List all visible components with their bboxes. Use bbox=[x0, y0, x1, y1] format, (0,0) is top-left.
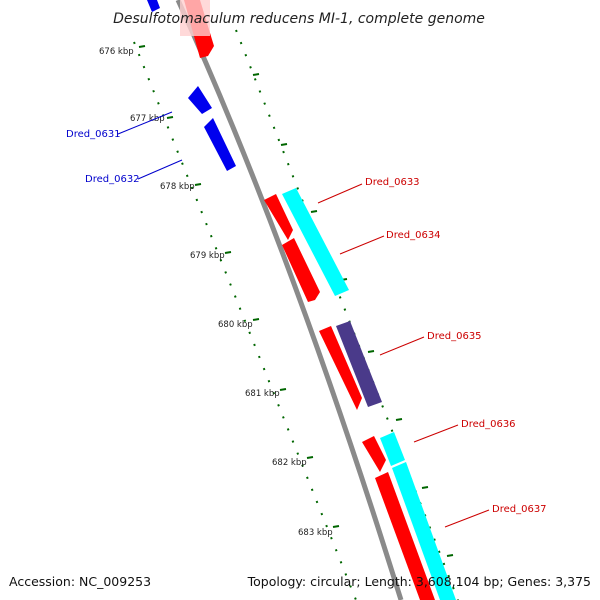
scale-ticks bbox=[138, 45, 340, 528]
forward-cds-a bbox=[264, 194, 293, 240]
inner-dotted-tick-track bbox=[133, 41, 357, 600]
scale-tick bbox=[332, 525, 340, 528]
leader-dred-0634 bbox=[339, 235, 385, 255]
scale-tick bbox=[252, 318, 260, 321]
gene-label-dred-0637[interactable]: Dred_0637 bbox=[492, 504, 547, 515]
scale-tick bbox=[138, 45, 146, 48]
leader-dred-0636 bbox=[413, 424, 459, 443]
gene-label-dred-0631[interactable]: Dred_0631 bbox=[66, 129, 121, 140]
scale-label-683: 683 kbp bbox=[298, 528, 333, 538]
reverse-cds-top bbox=[147, 0, 160, 12]
scale-tick bbox=[279, 388, 287, 391]
outer-tick bbox=[310, 210, 318, 213]
gene-label-dred-0633[interactable]: Dred_0633 bbox=[365, 177, 420, 188]
forward-cds-e bbox=[375, 472, 435, 600]
scale-tick bbox=[166, 116, 174, 119]
outer-scale-ticks bbox=[252, 73, 454, 557]
scale-tick bbox=[224, 251, 232, 254]
outer-tick bbox=[421, 486, 429, 489]
scale-label-682: 682 kbp bbox=[272, 458, 307, 468]
gene-label-dred-0635[interactable]: Dred_0635 bbox=[427, 331, 482, 342]
leader-dred-0635 bbox=[379, 336, 425, 356]
reverse-cds-dred-0631 bbox=[188, 86, 212, 114]
scale-tick bbox=[306, 456, 314, 459]
gene-labels: Dred_0631 Dred_0632 Dred_0633 Dred_0634 … bbox=[66, 129, 547, 515]
reverse-strand-features bbox=[147, 0, 236, 171]
gene-leader-lines bbox=[117, 111, 490, 528]
other-features bbox=[180, 0, 456, 600]
leader-dred-0632 bbox=[137, 159, 183, 180]
reverse-cds-dred-0632 bbox=[204, 118, 236, 171]
scale-label-677: 677 kbp bbox=[130, 114, 165, 124]
inner-tick-line bbox=[133, 41, 357, 600]
leader-dred-0637 bbox=[444, 509, 490, 528]
scale-label-681: 681 kbp bbox=[245, 389, 280, 399]
purple-feature-dred-0635 bbox=[336, 321, 382, 407]
scale-label-680: 680 kbp bbox=[218, 320, 253, 330]
genome-summary-text: Topology: circular; Length: 3,608,104 bp… bbox=[247, 574, 591, 589]
genome-backbone bbox=[175, 0, 404, 600]
forward-strand-features bbox=[184, 0, 435, 600]
gene-label-dred-0634[interactable]: Dred_0634 bbox=[386, 230, 441, 241]
scale-label-678: 678 kbp bbox=[160, 182, 195, 192]
forward-cds-d bbox=[362, 436, 386, 472]
outer-tick bbox=[395, 418, 403, 421]
gene-label-dred-0632[interactable]: Dred_0632 bbox=[85, 174, 140, 185]
leader-dred-0631 bbox=[117, 111, 173, 135]
accession-text: Accession: NC_009253 bbox=[9, 574, 151, 589]
scale-tick bbox=[194, 183, 202, 186]
cyan-feature-dred-0636 bbox=[380, 432, 405, 466]
pink-highlight-region bbox=[180, 0, 210, 36]
scale-label-676: 676 kbp bbox=[99, 47, 134, 57]
forward-cds-b bbox=[282, 238, 320, 302]
map-title: Desulfotomaculum reducens MI-1, complete… bbox=[113, 11, 485, 27]
gene-label-dred-0636[interactable]: Dred_0636 bbox=[461, 419, 516, 430]
outer-tick bbox=[367, 350, 375, 353]
forward-cds-c bbox=[319, 326, 362, 410]
outer-tick bbox=[446, 554, 454, 557]
leader-dred-0633 bbox=[317, 183, 363, 204]
cyan-feature-dred-0633-0634 bbox=[282, 188, 349, 296]
outer-tick bbox=[252, 73, 260, 76]
scale-label-679: 679 kbp bbox=[190, 251, 225, 261]
outer-tick bbox=[280, 143, 288, 146]
scale-labels: 676 kbp 677 kbp 678 kbp 679 kbp 680 kbp … bbox=[99, 47, 333, 538]
cyan-feature-dred-0637 bbox=[392, 462, 456, 600]
